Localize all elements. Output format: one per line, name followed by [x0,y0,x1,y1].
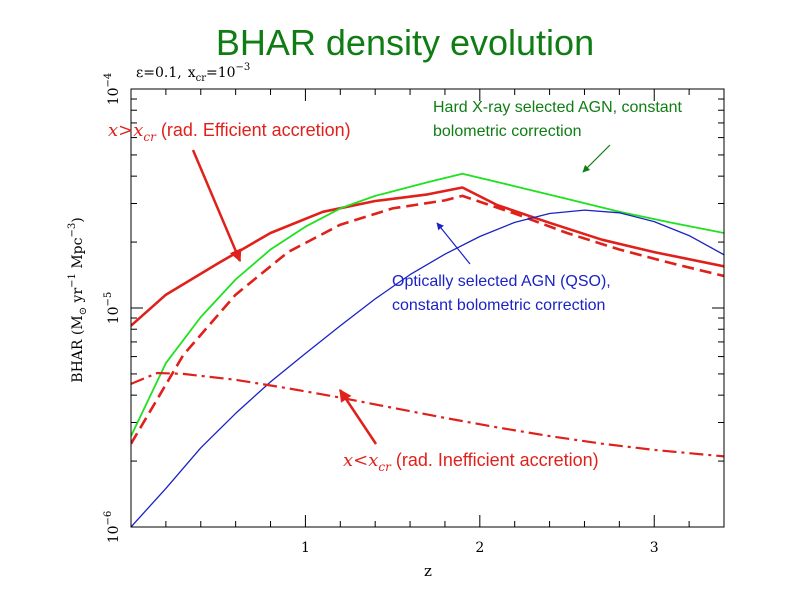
annotation-efficient: x>xcr (rad. Efficient accretion) [108,120,351,144]
y-tick-label: 10−4 [103,73,122,106]
annotation-qso-line1: Optically selected AGN (QSO), [392,273,611,290]
chart-subtitle: ε=0.1, xcr=10−3 [136,62,250,84]
x-tick-label: 1 [301,540,310,556]
svg-text:10−5: 10−5 [103,292,122,325]
data-series [131,172,724,527]
x-tick-label: 2 [475,540,484,556]
svg-text:10−6: 10−6 [103,511,122,544]
annotation-hard-xray-line2: bolometric correction [433,123,582,140]
y-axis-label: BHAR (M⊙ yr−1 Mpc−3) [67,217,89,382]
series-qso [131,209,724,527]
series-inefficient [131,371,724,458]
axis-ticks [131,88,724,528]
y-tick-label: 10−5 [103,292,122,325]
annotation-inefficient: x<xcr (rad. Inefficient accretion) [343,450,599,474]
svg-text:10−4: 10−4 [103,73,122,106]
series-efficient [131,186,724,327]
arrow-hard-xray [582,144,611,173]
annotation-qso-line2: constant bolometric correction [392,297,605,314]
arrow-efficient [191,149,242,263]
x-tick-label: 3 [650,540,659,556]
plot-frame [130,88,725,528]
axis-tick-labels: 1 2 3 10−6 10−5 10−4 [103,73,659,556]
slide-title: BHAR density evolution [215,22,595,63]
svg-text:BHAR (M⊙ yr−1 Mpc−3): BHAR (M⊙ yr−1 Mpc−3) [67,217,89,382]
arrow-inefficient [338,388,378,445]
series-efficient-dashed [131,194,724,445]
y-tick-label: 10−6 [103,511,122,544]
x-axis-label: z [424,562,432,580]
series-hard-xray [131,172,724,437]
annotation-hard-xray-line1: Hard X-ray selected AGN, constant [433,99,683,116]
arrow-qso [436,222,471,265]
